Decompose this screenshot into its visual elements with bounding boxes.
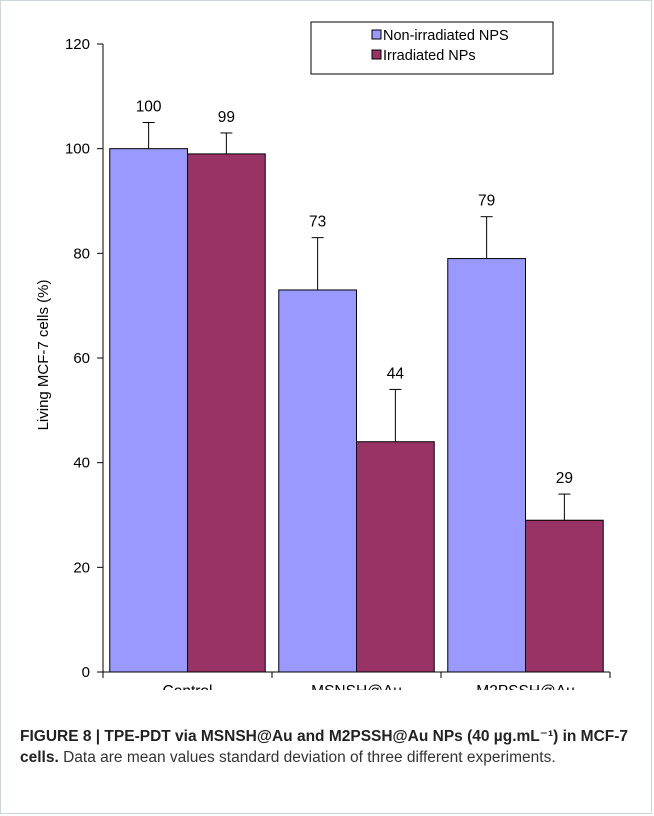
category-label: M2PSSH@Au (476, 683, 574, 690)
data-label: 100 (136, 99, 162, 116)
y-tick-label: 0 (82, 664, 90, 681)
bar-chart: 0 20 40 60 80 100 120 100 99 73 44 79 29 Control MSN… (35, 21, 611, 690)
data-labels: 100 99 73 44 79 29 (136, 99, 573, 488)
category-labels: Control MSNSH@Au M2PSSH@Au (163, 683, 575, 690)
figure-caption: FIGURE 8 | TPE-PDT via MSNSH@Au and M2PS… (20, 726, 640, 768)
bar (356, 441, 435, 673)
bars (109, 148, 604, 673)
data-label: 73 (309, 214, 326, 231)
y-tick-label: 20 (73, 559, 90, 576)
y-tick-label: 100 (65, 141, 90, 158)
data-label: 44 (387, 365, 405, 382)
data-label: 79 (478, 193, 495, 210)
bar (525, 519, 604, 673)
y-tick-label: 60 (73, 350, 90, 367)
legend-swatch (371, 29, 382, 40)
data-label: 99 (218, 109, 235, 126)
data-label: 29 (556, 470, 573, 487)
bar (187, 153, 266, 673)
legend-label: Irradiated NPs (383, 48, 476, 64)
y-tick-label: 40 (73, 455, 90, 472)
x-axis (102, 671, 611, 678)
caption-text: Data are mean values standard deviation … (58, 749, 556, 766)
category-label: MSNSH@Au (311, 683, 402, 690)
legend-swatch (371, 49, 382, 60)
legend-box (310, 21, 554, 75)
y-axis-ticks: 0 20 40 60 80 100 120 (65, 36, 103, 681)
error-bars (142, 122, 571, 521)
bar (109, 148, 188, 673)
caption-title: FIGURE 8 | TPE-PDT via MSNSH@Au and M2PS… (20, 728, 629, 766)
legend-label: Non-irradiated NPS (383, 28, 509, 44)
y-tick-label: 80 (73, 245, 90, 262)
y-tick-label: 120 (65, 36, 90, 53)
category-label: Control (163, 683, 213, 690)
legend-items: Non-irradiated NPS Irradiated NPs (371, 28, 509, 64)
y-axis-title: Living MCF-7 cells (%) (35, 280, 52, 431)
bar (278, 289, 358, 673)
legend: Non-irradiated NPS Irradiated NPs (310, 21, 554, 75)
bar (447, 258, 527, 673)
